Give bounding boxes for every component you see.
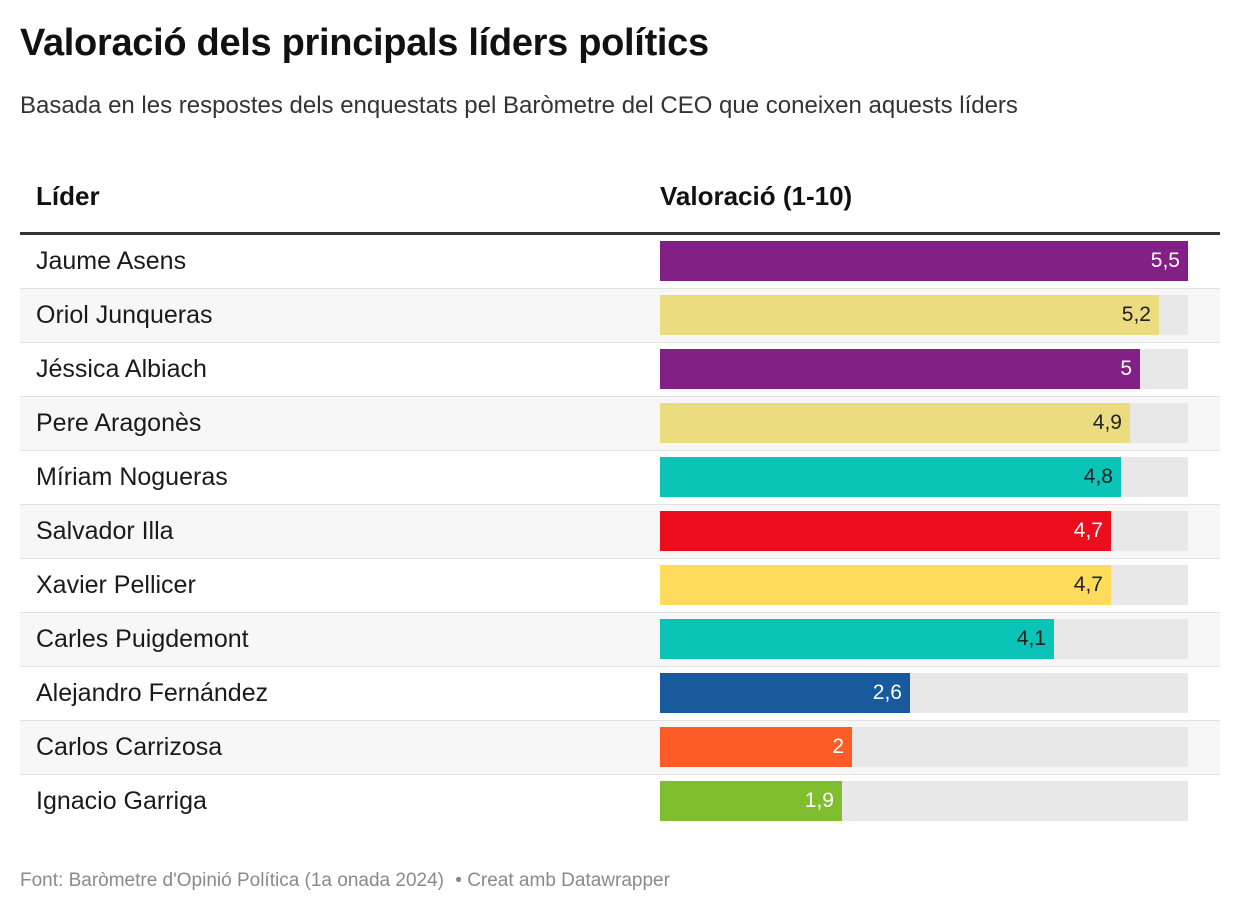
bar-track: 2 bbox=[660, 727, 1188, 767]
chart-footer: Font: Baròmetre d'Opinió Política (1a on… bbox=[20, 870, 670, 892]
bar-value-label: 1,9 bbox=[804, 789, 834, 812]
bar-value-label: 4,1 bbox=[1016, 627, 1046, 650]
bar-track: 5,2 bbox=[660, 295, 1188, 335]
column-header-rating: Valoració (1-10) bbox=[660, 181, 853, 211]
bar bbox=[660, 457, 1121, 497]
bar bbox=[660, 241, 1188, 281]
table-row: Míriam Nogueras 4,8 bbox=[20, 451, 1220, 505]
leader-name: Jaume Asens bbox=[36, 247, 187, 275]
table-row: Oriol Junqueras 5,2 bbox=[20, 289, 1220, 343]
bar bbox=[660, 727, 852, 767]
leader-name: Xavier Pellicer bbox=[36, 571, 196, 599]
bar-value-label: 5,2 bbox=[1121, 303, 1151, 326]
bar bbox=[660, 781, 842, 821]
credit-note: • Creat amb Datawrapper bbox=[455, 870, 670, 891]
bar-value-label: 5,5 bbox=[1150, 249, 1180, 272]
bar-value-label: 4,7 bbox=[1073, 573, 1103, 596]
table-row: Carlos Carrizosa 2 bbox=[20, 721, 1220, 775]
table-row: Jéssica Albiach 5 bbox=[20, 343, 1220, 397]
bar-track: 2,6 bbox=[660, 673, 1188, 713]
bar bbox=[660, 511, 1111, 551]
table-body: Jaume Asens 5,5 Oriol Junqueras 5,2 Jéssica … bbox=[20, 235, 1220, 828]
bar bbox=[660, 349, 1140, 389]
bar-track: 4,7 bbox=[660, 565, 1188, 605]
table-row: Pere Aragonès 4,9 bbox=[20, 397, 1220, 451]
leader-name: Salvador Illa bbox=[36, 517, 174, 545]
table-row: Carles Puigdemont 4,1 bbox=[20, 613, 1220, 667]
table-row: Ignacio Garriga 1,9 bbox=[20, 775, 1220, 828]
table-row: Salvador Illa 4,7 bbox=[20, 505, 1220, 559]
table-header: Líder Valoració (1-10) bbox=[20, 170, 1220, 235]
bar-track: 4,1 bbox=[660, 619, 1188, 659]
table-row: Xavier Pellicer 4,7 bbox=[20, 559, 1220, 613]
bar bbox=[660, 673, 910, 713]
bar-value-label: 2,6 bbox=[872, 681, 902, 704]
leader-name: Carlos Carrizosa bbox=[36, 733, 223, 761]
bar bbox=[660, 565, 1111, 605]
source-note: Font: Baròmetre d'Opinió Política (1a on… bbox=[20, 870, 444, 891]
leaders-table: Líder Valoració (1-10) Jaume Asens 5,5 Ori… bbox=[20, 170, 1220, 828]
bar-track: 5,5 bbox=[660, 241, 1188, 281]
leader-name: Carles Puigdemont bbox=[36, 625, 249, 653]
bar-track: 4,7 bbox=[660, 511, 1188, 551]
bar-value-label: 5 bbox=[1120, 357, 1132, 380]
bar-track: 4,8 bbox=[660, 457, 1188, 497]
bar-value-label: 4,7 bbox=[1073, 519, 1103, 542]
bar-track: 1,9 bbox=[660, 781, 1188, 821]
bar-value-label: 4,9 bbox=[1092, 411, 1122, 434]
table-row: Jaume Asens 5,5 bbox=[20, 235, 1220, 289]
bar bbox=[660, 619, 1054, 659]
leader-name: Jéssica Albiach bbox=[36, 355, 207, 383]
leader-name: Ignacio Garriga bbox=[36, 787, 207, 815]
bar-track: 5 bbox=[660, 349, 1188, 389]
chart-title: Valoració dels principals líders polític… bbox=[20, 22, 709, 64]
leader-name: Míriam Nogueras bbox=[36, 463, 228, 491]
bar-value-label: 4,8 bbox=[1083, 465, 1113, 488]
table-row: Alejandro Fernández 2,6 bbox=[20, 667, 1220, 721]
bar bbox=[660, 403, 1130, 443]
bar-value-label: 2 bbox=[832, 735, 844, 758]
bar-track: 4,9 bbox=[660, 403, 1188, 443]
leader-name: Oriol Junqueras bbox=[36, 301, 213, 329]
leader-name: Pere Aragonès bbox=[36, 409, 202, 437]
column-header-leader: Líder bbox=[36, 181, 100, 211]
chart-subtitle: Basada en les respostes dels enquestats … bbox=[20, 92, 1018, 119]
leader-name: Alejandro Fernández bbox=[36, 679, 269, 707]
bar bbox=[660, 295, 1159, 335]
